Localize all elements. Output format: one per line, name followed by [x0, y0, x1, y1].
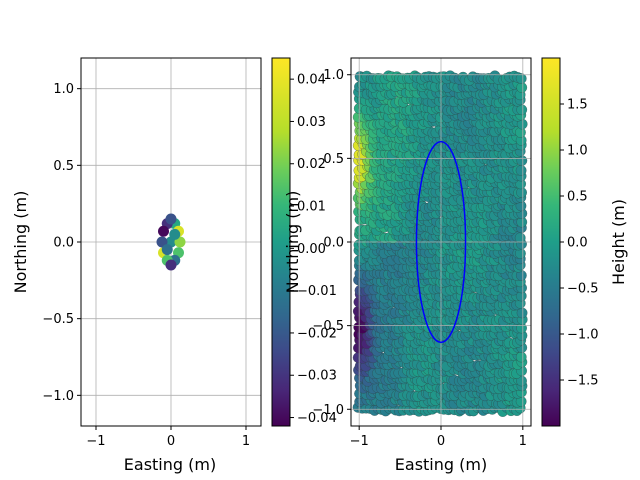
- x-tick-label: −1: [86, 434, 105, 449]
- left-y-ticks: −1.0 −0.5 0.0 0.5 1.0: [42, 82, 81, 404]
- right-colorbar-ticks: −1.5 −1.0 −0.5 0.0 0.5 1.0 1.5: [560, 98, 599, 389]
- reference-ellipse: [415, 140, 467, 344]
- colorbar-tick-label: 1.5: [567, 98, 588, 113]
- right-grid: [351, 58, 531, 426]
- x-tick-label: 0: [437, 434, 445, 449]
- y-tick-label: −0.5: [42, 312, 74, 327]
- colorbar-tick-label: −1.0: [567, 328, 599, 343]
- x-tick-label: −1: [350, 434, 369, 449]
- right-x-ticks: −1 0 1: [350, 426, 527, 449]
- left-x-axis-label: Easting (m): [124, 455, 216, 474]
- colorbar-tick-label: 0.01: [297, 200, 326, 215]
- data-point: [514, 232, 526, 244]
- data-point: [515, 165, 527, 176]
- right-scatter-axes: −1 0 1 −1.0 −0.5 0.0 0.5 1.0 Easting (m) North…: [283, 57, 532, 474]
- data-point: [156, 236, 168, 248]
- data-point: [169, 228, 181, 240]
- y-tick-label: 1.0: [53, 82, 74, 97]
- y-tick-label: 0.0: [53, 236, 74, 251]
- right-points: [352, 70, 528, 417]
- right-colorbar-label: Height (m): [609, 199, 628, 285]
- colorbar-tick-label: 0.5: [567, 190, 588, 205]
- y-tick-label: 0.5: [53, 159, 74, 174]
- y-tick-label: −1.0: [312, 403, 344, 418]
- data-point: [174, 236, 186, 248]
- right-y-axis-label: Northing (m): [283, 191, 302, 294]
- y-tick-label: 0.0: [323, 236, 344, 251]
- left-points: [156, 213, 186, 271]
- right-colorbar-gradient: [541, 57, 561, 427]
- left-y-axis-label: Northing (m): [11, 191, 30, 294]
- right-x-axis-label: Easting (m): [395, 455, 487, 474]
- colorbar-tick-label: −0.03: [297, 369, 337, 384]
- colorbar-tick-label: 0.0: [567, 236, 588, 251]
- left-colorbar-ticks: −0.04 −0.03 −0.02 −0.01 0.00 0.01 0.02 0.03 0.04: [290, 73, 337, 426]
- data-point: [158, 225, 169, 237]
- data-point: [515, 73, 527, 84]
- colorbar-tick-label: −0.01: [297, 284, 337, 299]
- colorbar-tick-label: 0.02: [297, 157, 326, 172]
- colorbar-tick-label: 0.03: [297, 115, 326, 130]
- left-colorbar: −0.04 −0.03 −0.02 −0.01 0.00 0.01 0.02 0.03 0.04: [271, 57, 337, 427]
- y-tick-label: −0.5: [312, 319, 344, 334]
- colorbar-tick-label: 0.04: [297, 73, 326, 88]
- left-x-ticks: −1 0 1: [86, 426, 250, 449]
- x-tick-label: 0: [167, 434, 175, 449]
- colorbar-tick-label: −0.5: [567, 282, 599, 297]
- left-colorbar-gradient: [271, 57, 291, 427]
- x-tick-label: 1: [242, 434, 250, 449]
- colorbar-tick-label: 0.00: [297, 242, 326, 257]
- y-tick-label: 0.5: [323, 152, 344, 167]
- data-point: [165, 259, 177, 271]
- x-tick-label: 1: [519, 434, 527, 449]
- data-point: [161, 244, 173, 256]
- colorbar-tick-label: −0.02: [297, 326, 337, 341]
- colorbar-tick-label: −1.5: [567, 374, 599, 389]
- y-tick-label: 1.0: [323, 68, 344, 83]
- right-y-ticks: −1.0 −0.5 0.0 0.5 1.0: [312, 68, 351, 418]
- right-colorbar: −1.5 −1.0 −0.5 0.0 0.5 1.0 1.5 Height (m): [541, 57, 628, 427]
- colorbar-tick-label: 1.0: [567, 144, 588, 159]
- colorbar-tick-label: −0.04: [297, 411, 337, 426]
- left-scatter-axes: −1 0 1 −1.0 −0.5 0.0 0.5 1.0 Easting (m) North…: [11, 57, 262, 474]
- y-tick-label: −1.0: [42, 389, 74, 404]
- data-point: [165, 213, 177, 225]
